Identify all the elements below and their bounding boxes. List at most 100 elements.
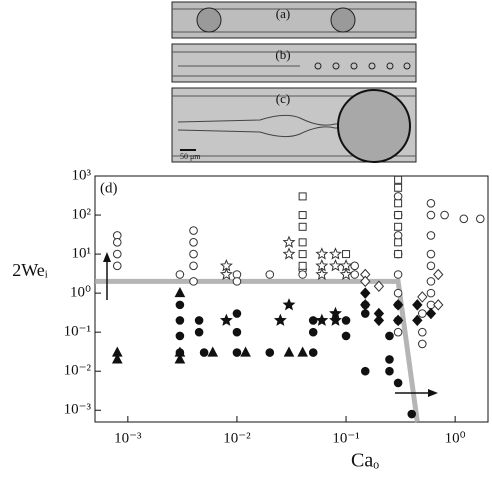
data-point bbox=[189, 249, 198, 259]
scale-bar-label: 50 μm bbox=[180, 152, 201, 161]
data-point bbox=[282, 235, 296, 248]
data-point bbox=[329, 259, 342, 272]
data-point bbox=[393, 288, 403, 298]
data-point bbox=[394, 175, 403, 184]
data-point bbox=[297, 346, 308, 357]
data-point bbox=[433, 268, 444, 281]
data-point bbox=[189, 261, 198, 271]
data-point bbox=[393, 378, 403, 388]
panel-label: (a) bbox=[276, 6, 290, 21]
data-point bbox=[418, 309, 427, 318]
data-point bbox=[240, 346, 251, 357]
y-tick-label: 10² bbox=[72, 206, 92, 222]
data-point bbox=[426, 231, 436, 240]
arrow-head bbox=[103, 252, 111, 262]
data-point bbox=[418, 339, 427, 349]
panel-c-image bbox=[171, 87, 417, 163]
data-point bbox=[282, 298, 296, 311]
y-tick-label: 10¹ bbox=[72, 246, 92, 262]
data-point bbox=[417, 291, 428, 303]
plot-area: 10⁻³ 10⁻² 10⁻¹ 10⁰ 10⁻³ 10⁻² 10⁻¹ 10⁰ 10¹ 10² 10³ bbox=[64, 167, 485, 446]
data-point bbox=[373, 314, 385, 327]
data-point bbox=[426, 249, 436, 259]
data-point bbox=[189, 277, 198, 286]
data-point bbox=[194, 316, 204, 325]
x-tick-label: 10⁻¹ bbox=[332, 430, 359, 446]
data-point bbox=[189, 226, 198, 235]
data-point bbox=[315, 247, 329, 260]
data-point bbox=[283, 346, 295, 357]
data-point bbox=[433, 299, 444, 311]
data-point bbox=[392, 299, 404, 311]
data-point bbox=[425, 307, 437, 320]
arrow-head bbox=[428, 389, 438, 397]
data-point bbox=[426, 210, 436, 220]
y-tick-label: 10⁰ bbox=[70, 285, 91, 301]
x-axis-label: Caₒ bbox=[351, 450, 379, 472]
data-point bbox=[426, 198, 436, 208]
data-point bbox=[315, 267, 329, 280]
data-point bbox=[298, 222, 307, 231]
panel-label: (b) bbox=[275, 47, 290, 62]
data-point bbox=[298, 261, 307, 270]
data-point bbox=[385, 366, 394, 376]
data-point bbox=[373, 280, 385, 292]
data-point bbox=[394, 199, 403, 208]
data-point bbox=[232, 327, 242, 337]
data-point bbox=[350, 270, 359, 279]
data-point bbox=[385, 355, 394, 364]
data-point bbox=[194, 327, 204, 337]
panel-a-image bbox=[171, 1, 417, 39]
data-point bbox=[360, 366, 370, 376]
panel-label: (d) bbox=[100, 180, 118, 196]
data-point bbox=[111, 353, 123, 364]
data-point bbox=[189, 238, 198, 247]
y-tick-label: 10⁻¹ bbox=[64, 324, 91, 340]
data-point bbox=[394, 250, 403, 259]
data-point bbox=[207, 346, 219, 357]
data-point bbox=[112, 238, 122, 247]
data-point bbox=[394, 238, 403, 247]
data-point bbox=[392, 314, 404, 327]
data-point bbox=[308, 327, 318, 337]
y-tick-label: 10⁻² bbox=[64, 363, 92, 379]
data-point bbox=[360, 309, 370, 318]
data-point bbox=[394, 183, 403, 192]
data-point bbox=[426, 277, 436, 286]
data-point bbox=[342, 250, 351, 259]
data-point bbox=[112, 261, 122, 271]
panel-b-image bbox=[171, 43, 417, 83]
data-point bbox=[175, 300, 185, 310]
plot-frame bbox=[94, 175, 489, 423]
data-point bbox=[308, 348, 318, 357]
data-point bbox=[393, 270, 403, 279]
data-point bbox=[308, 316, 318, 325]
data-point bbox=[393, 231, 403, 240]
data-point bbox=[112, 249, 122, 259]
data-point bbox=[174, 353, 186, 364]
data-point bbox=[341, 316, 351, 325]
data-point bbox=[219, 313, 233, 326]
data-point bbox=[265, 348, 275, 357]
data-point bbox=[174, 287, 186, 298]
data-point bbox=[282, 247, 296, 260]
data-point bbox=[418, 327, 427, 337]
data-point bbox=[232, 277, 242, 286]
y-tick-label: 10³ bbox=[72, 167, 92, 183]
data-point bbox=[394, 222, 403, 231]
data-point bbox=[175, 316, 185, 325]
data-point bbox=[298, 211, 307, 220]
y-axis-label: 2Weᵢ bbox=[12, 260, 48, 280]
data-point bbox=[426, 261, 436, 271]
data-point bbox=[232, 309, 242, 318]
data-point bbox=[407, 409, 417, 419]
data-point bbox=[199, 348, 209, 357]
data-point bbox=[459, 214, 469, 224]
data-point bbox=[298, 250, 307, 259]
x-tick-label: 10⁻² bbox=[223, 430, 251, 446]
data-point bbox=[394, 211, 403, 220]
data-point bbox=[475, 214, 485, 224]
data-point bbox=[360, 299, 371, 311]
data-point bbox=[412, 299, 423, 311]
